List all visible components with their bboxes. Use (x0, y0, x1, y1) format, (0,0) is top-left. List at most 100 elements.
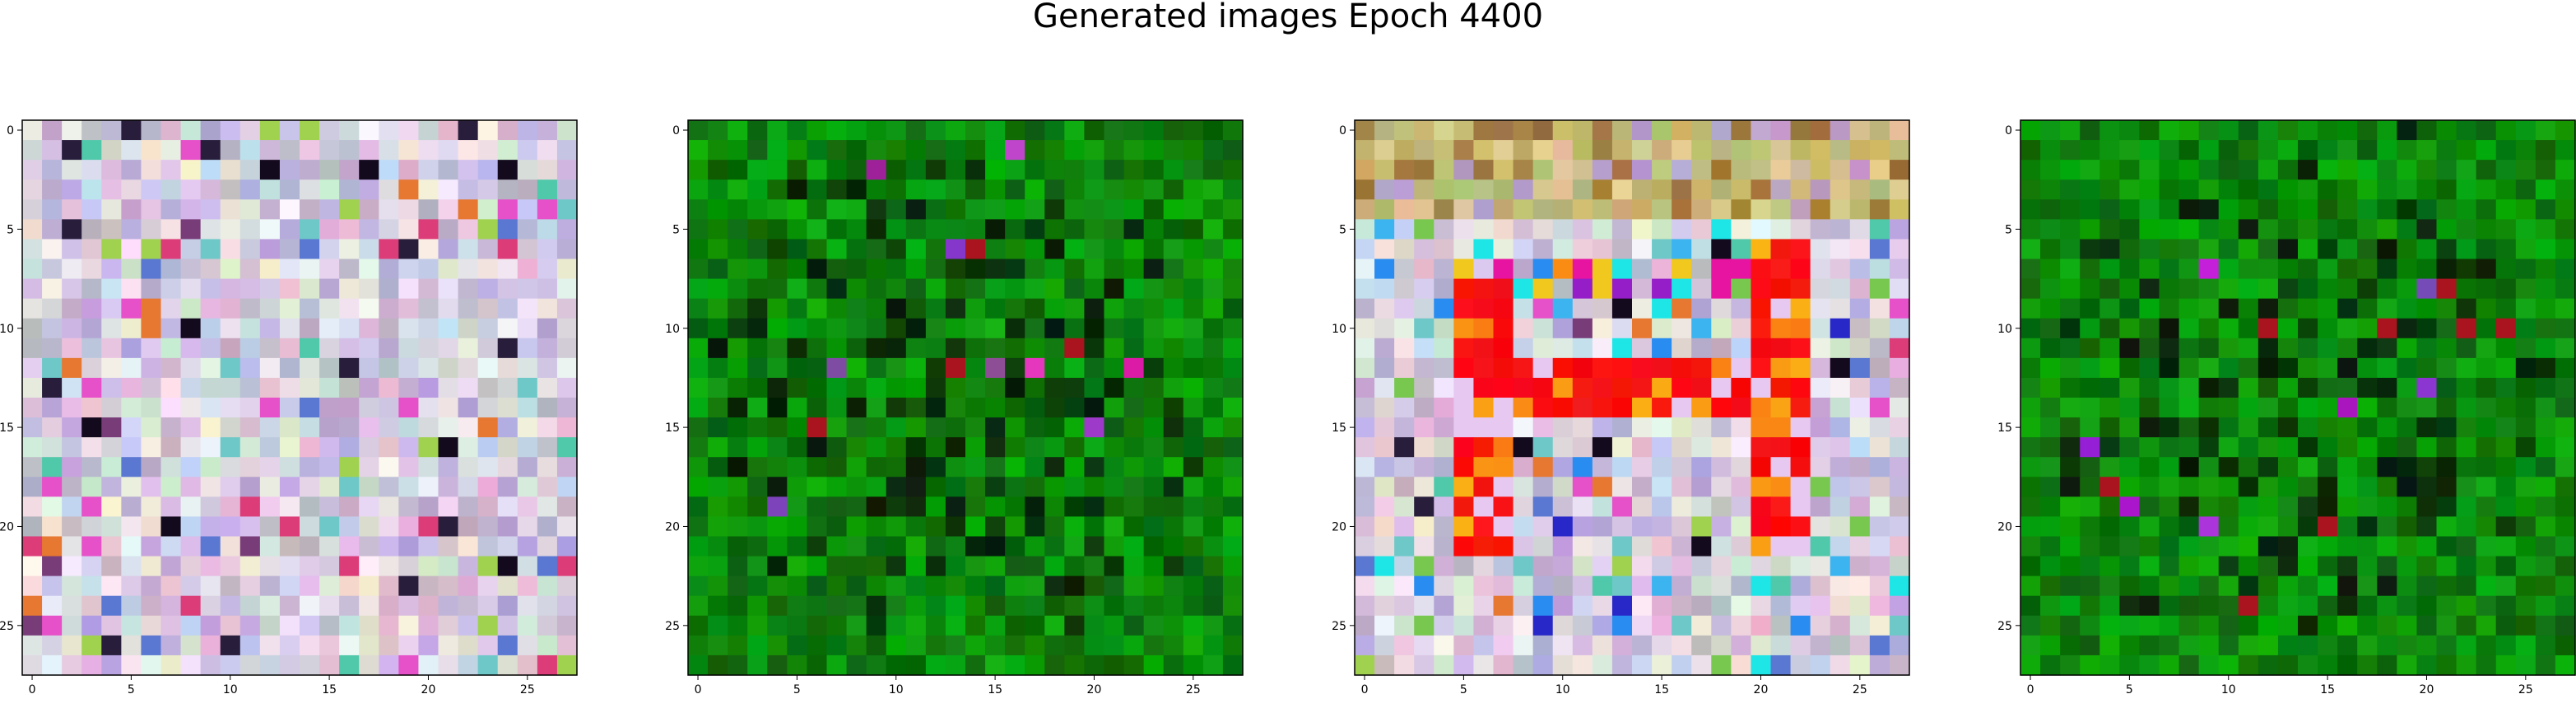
pixel (2178, 338, 2200, 359)
pixel (688, 654, 709, 676)
pixel (537, 457, 558, 477)
pixel (1632, 278, 1653, 300)
pixel (22, 278, 43, 300)
pixel (2020, 437, 2041, 458)
pixel (2178, 120, 2200, 141)
pixel (1123, 140, 1145, 161)
pixel (2476, 496, 2497, 518)
pixel (2436, 398, 2457, 418)
pixel (438, 338, 459, 359)
pixel (1005, 556, 1025, 577)
pixel (2397, 457, 2418, 477)
pixel (1770, 160, 1792, 180)
pixel (945, 120, 966, 141)
pixel (1163, 595, 1184, 617)
pixel (1751, 160, 1772, 180)
pixel (1691, 140, 1712, 161)
pixel (826, 219, 848, 240)
pixel (1473, 179, 1495, 200)
pixel (1513, 536, 1534, 557)
pixel (259, 259, 281, 280)
pixel (945, 417, 966, 438)
pixel (925, 278, 946, 300)
pixel (2337, 377, 2358, 398)
pixel (1202, 318, 1224, 339)
pixel (1453, 437, 1475, 458)
pixel (259, 140, 281, 161)
pixel (339, 357, 360, 379)
pixel (1552, 338, 1574, 359)
pixel (1790, 278, 1811, 300)
pixel (767, 199, 788, 220)
pixel (1143, 457, 1165, 477)
pixel (1143, 556, 1165, 577)
pixel (767, 635, 788, 656)
pixel (1592, 477, 1613, 497)
pixel (2060, 536, 2081, 557)
pixel (1770, 120, 1792, 141)
pixel (2178, 575, 2200, 597)
pixel (2060, 575, 2081, 597)
pixel (42, 239, 63, 260)
pixel (1592, 615, 1613, 636)
pixel (2198, 595, 2220, 617)
pixel (300, 179, 320, 200)
pixel (807, 457, 828, 477)
pixel (2277, 140, 2299, 161)
pixel (1355, 496, 1375, 518)
pixel (220, 516, 241, 538)
pixel (2139, 635, 2160, 656)
pixel (1889, 120, 1910, 141)
pixel (2080, 635, 2100, 656)
pixel (1123, 179, 1145, 200)
pixel (2436, 575, 2457, 597)
pixel (141, 477, 162, 497)
pixel (1751, 357, 1772, 379)
pixel (1572, 477, 1593, 497)
pixel (1711, 160, 1732, 180)
pixel (2535, 437, 2556, 458)
pixel (379, 318, 399, 339)
pixel (807, 318, 828, 339)
pixel (438, 219, 459, 240)
pixel (2080, 595, 2100, 617)
pixel (2060, 417, 2081, 438)
pixel (767, 318, 788, 339)
pixel (1889, 160, 1910, 180)
pixel (2020, 278, 2041, 300)
pixel (1552, 140, 1574, 161)
pixel (1163, 259, 1184, 280)
pixel (200, 516, 221, 538)
pixel (1572, 417, 1593, 438)
pixel (965, 298, 986, 319)
pixel (2515, 496, 2536, 518)
pixel (2080, 516, 2100, 538)
pixel (279, 338, 300, 359)
y-tick-label: 15 (1332, 422, 1346, 435)
pixel (886, 278, 907, 300)
pixel (767, 536, 788, 557)
pixel (2238, 179, 2259, 200)
pixel (1691, 219, 1712, 240)
pixel (1025, 377, 1045, 398)
pixel (1434, 496, 1454, 518)
pixel (985, 635, 1006, 656)
pixel (1770, 278, 1792, 300)
pixel (2416, 635, 2438, 656)
pixel (866, 179, 887, 200)
pixel (259, 377, 281, 398)
pixel (1104, 377, 1125, 398)
pixel (1810, 615, 1831, 636)
pixel (2060, 259, 2081, 280)
pixel (81, 536, 102, 557)
pixel (438, 179, 459, 200)
pixel (2377, 120, 2397, 141)
pixel (339, 120, 360, 141)
pixel (398, 417, 420, 438)
pixel (279, 536, 300, 557)
pixel (1611, 140, 1633, 161)
pixel (1394, 575, 1415, 597)
y-tick-label: 10 (1997, 323, 2012, 336)
pixel (1394, 199, 1415, 220)
x-tick-label: 5 (1460, 683, 1467, 696)
